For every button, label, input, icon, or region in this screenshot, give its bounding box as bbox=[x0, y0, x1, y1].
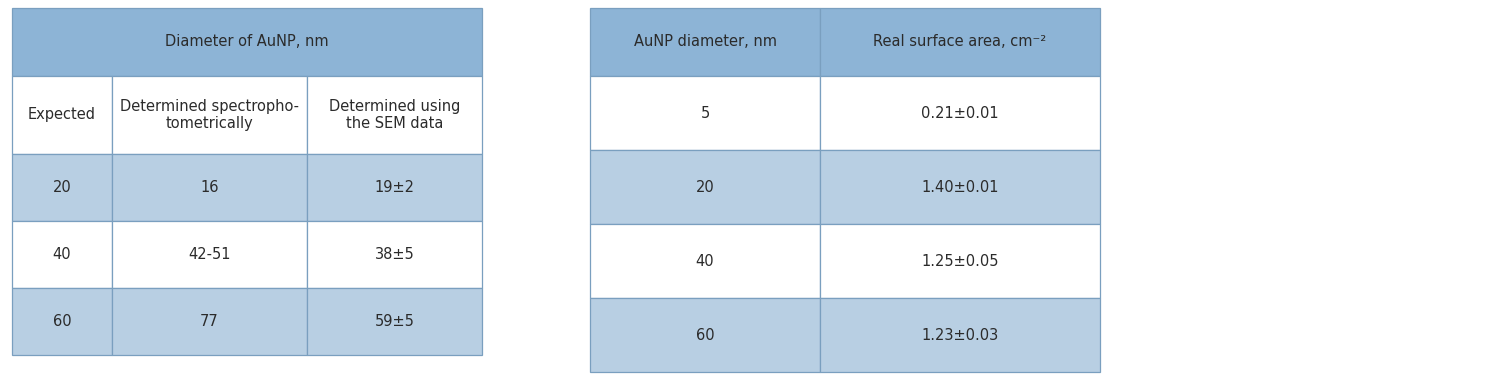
Text: 38±5: 38±5 bbox=[375, 247, 414, 262]
Text: 5: 5 bbox=[700, 105, 709, 121]
Bar bbox=[820, 76, 1101, 150]
Bar bbox=[590, 298, 820, 372]
Text: 42-51: 42-51 bbox=[189, 247, 231, 262]
Bar bbox=[12, 154, 112, 221]
Text: Diameter of AuNP, nm: Diameter of AuNP, nm bbox=[165, 34, 328, 50]
Text: 16: 16 bbox=[200, 180, 219, 195]
Bar bbox=[112, 154, 307, 221]
Bar bbox=[307, 76, 482, 154]
Text: 20: 20 bbox=[53, 180, 71, 195]
Text: Determined using
the SEM data: Determined using the SEM data bbox=[328, 99, 460, 131]
Bar bbox=[820, 150, 1101, 224]
Text: 19±2: 19±2 bbox=[375, 180, 414, 195]
Bar bbox=[820, 298, 1101, 372]
Bar bbox=[590, 76, 820, 150]
Bar bbox=[112, 288, 307, 355]
Text: 1.25±0.05: 1.25±0.05 bbox=[921, 254, 999, 268]
Bar bbox=[12, 221, 112, 288]
Bar bbox=[12, 8, 482, 76]
Bar bbox=[112, 76, 307, 154]
Text: 40: 40 bbox=[696, 254, 714, 268]
Text: 60: 60 bbox=[696, 327, 714, 342]
Text: 60: 60 bbox=[53, 314, 71, 329]
Bar bbox=[12, 76, 112, 154]
Text: 20: 20 bbox=[696, 180, 714, 195]
Text: AuNP diameter, nm: AuNP diameter, nm bbox=[634, 34, 777, 50]
Bar bbox=[590, 224, 820, 298]
Text: Expected: Expected bbox=[29, 107, 95, 122]
Bar bbox=[307, 288, 482, 355]
Bar bbox=[112, 221, 307, 288]
Text: 1.40±0.01: 1.40±0.01 bbox=[921, 180, 999, 195]
Bar bbox=[820, 224, 1101, 298]
Text: 77: 77 bbox=[200, 314, 219, 329]
Text: 40: 40 bbox=[53, 247, 71, 262]
Bar bbox=[590, 150, 820, 224]
Bar bbox=[307, 221, 482, 288]
Text: Determined spectropho-
tometrically: Determined spectropho- tometrically bbox=[119, 99, 299, 131]
Bar bbox=[590, 8, 820, 76]
Bar bbox=[307, 154, 482, 221]
Text: Real surface area, cm⁻²: Real surface area, cm⁻² bbox=[874, 34, 1046, 50]
Bar bbox=[12, 288, 112, 355]
Text: 59±5: 59±5 bbox=[375, 314, 414, 329]
Text: 1.23±0.03: 1.23±0.03 bbox=[921, 327, 998, 342]
Bar bbox=[820, 8, 1101, 76]
Text: 0.21±0.01: 0.21±0.01 bbox=[921, 105, 999, 121]
